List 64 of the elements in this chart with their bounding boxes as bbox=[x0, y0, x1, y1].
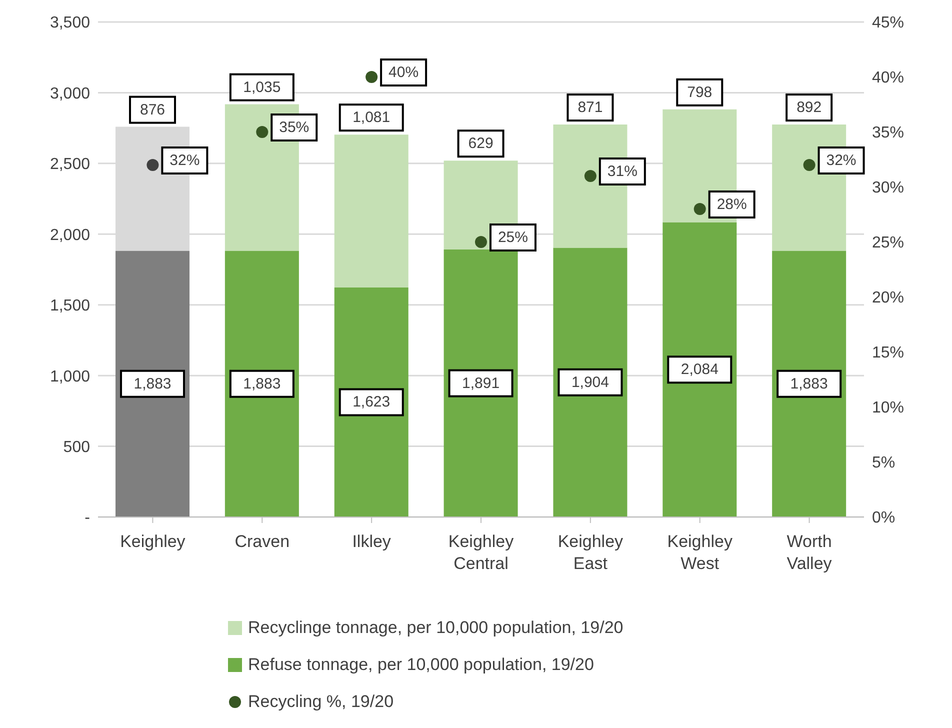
y-tick-label: 500 bbox=[63, 438, 90, 456]
y2-tick-label: 20% bbox=[872, 290, 904, 307]
data-label: 1,904 bbox=[571, 374, 609, 391]
x-tick-label: Keighley Central bbox=[448, 532, 514, 573]
data-label: 798 bbox=[687, 84, 712, 101]
y2-tick-label: 45% bbox=[872, 14, 904, 32]
bar bbox=[444, 250, 518, 517]
data-label: 2,084 bbox=[680, 361, 718, 378]
bar bbox=[553, 248, 628, 517]
bar bbox=[772, 250, 846, 517]
bar bbox=[116, 250, 190, 517]
y-tick-label: 3,000 bbox=[50, 85, 90, 102]
data-label: 40% bbox=[388, 64, 419, 81]
data-label: 629 bbox=[468, 135, 494, 152]
data-label: 1,883 bbox=[243, 375, 281, 392]
x-tick-label: Keighley West bbox=[667, 532, 733, 573]
data-label: 1,883 bbox=[134, 375, 172, 392]
data-label: 1,035 bbox=[243, 78, 281, 96]
point bbox=[256, 126, 268, 138]
data-label: 1,623 bbox=[352, 394, 390, 411]
point bbox=[694, 203, 706, 215]
x-tick-label: Worth Valley bbox=[786, 532, 832, 573]
point bbox=[584, 170, 596, 182]
x-tick-label: Keighley bbox=[120, 532, 186, 551]
y-tick-label: 2,000 bbox=[50, 226, 90, 244]
data-label: 1,081 bbox=[352, 109, 390, 126]
x-tick-label: Keighley East bbox=[558, 532, 624, 573]
point bbox=[475, 236, 487, 248]
x-tick-label: Ilkley bbox=[352, 532, 392, 551]
y-tick-label: 3,500 bbox=[50, 14, 90, 32]
data-label: 32% bbox=[170, 152, 200, 169]
y-tick-label: 2,500 bbox=[50, 156, 90, 174]
y-tick-label: 1,500 bbox=[50, 298, 90, 315]
y2-tick-label: 0% bbox=[872, 510, 896, 527]
legend-label: Recyclinge tonnage, per 10,000 population, 19/20 bbox=[248, 618, 624, 638]
bar bbox=[662, 222, 737, 517]
y2-tick-label: 10% bbox=[872, 400, 904, 417]
x-tick-label: Craven bbox=[234, 532, 290, 551]
y2-tick-label: 15% bbox=[872, 344, 904, 362]
bar bbox=[224, 250, 299, 517]
y2-tick-label: 5% bbox=[872, 454, 896, 472]
data-label: 871 bbox=[578, 99, 603, 116]
data-label: 28% bbox=[716, 196, 747, 213]
y-tick-label: 1,000 bbox=[50, 368, 90, 386]
data-label: 1,883 bbox=[790, 375, 828, 392]
point bbox=[803, 159, 816, 171]
y-tick-label: - bbox=[84, 510, 90, 527]
data-label: 1,891 bbox=[462, 374, 500, 392]
data-label: 31% bbox=[607, 162, 638, 180]
point bbox=[366, 71, 378, 83]
legend-label: Recycling %, 19/20 bbox=[248, 692, 394, 712]
data-label: 892 bbox=[796, 99, 822, 116]
data-label: 32% bbox=[826, 152, 856, 169]
legend-label: Refuse tonnage, per 10,000 population, 19/20 bbox=[248, 654, 594, 674]
data-label: 35% bbox=[279, 118, 310, 136]
y2-tick-label: 40% bbox=[872, 70, 904, 87]
y2-tick-label: 25% bbox=[872, 234, 904, 252]
y2-tick-label: 35% bbox=[872, 124, 904, 142]
bar bbox=[334, 287, 408, 517]
y2-tick-label: 30% bbox=[872, 180, 904, 197]
point bbox=[146, 159, 159, 171]
data-label: 25% bbox=[498, 228, 528, 246]
bar bbox=[334, 134, 408, 288]
data-label: 876 bbox=[140, 101, 166, 118]
